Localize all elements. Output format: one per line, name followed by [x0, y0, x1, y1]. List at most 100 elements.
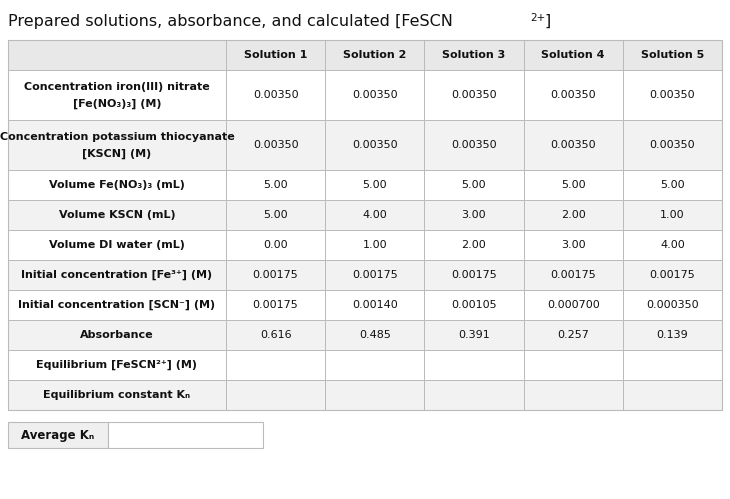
Text: Volume Fe(NO₃)₃ (mL): Volume Fe(NO₃)₃ (mL) [49, 180, 185, 190]
Bar [623, 290, 722, 320]
Bar [8, 170, 226, 200]
Text: 0.00350: 0.00350 [352, 140, 398, 150]
Bar [424, 70, 523, 120]
Text: 0.257: 0.257 [557, 330, 589, 340]
Bar [523, 320, 623, 350]
Bar [226, 230, 325, 260]
Bar [8, 320, 226, 350]
Text: 0.00350: 0.00350 [550, 90, 596, 100]
Bar [325, 380, 424, 410]
Text: Solution 2: Solution 2 [343, 50, 407, 60]
Bar [325, 350, 424, 380]
Text: 0.00350: 0.00350 [650, 140, 695, 150]
Bar [523, 120, 623, 170]
Text: Solution 3: Solution 3 [442, 50, 506, 60]
Text: 0.139: 0.139 [656, 330, 688, 340]
Bar [8, 40, 722, 410]
Text: Volume DI water (mL): Volume DI water (mL) [49, 240, 185, 250]
Text: 5.00: 5.00 [363, 180, 387, 190]
Bar [623, 350, 722, 380]
Text: 0.000700: 0.000700 [547, 300, 599, 310]
Bar [8, 290, 226, 320]
Bar [424, 380, 523, 410]
Bar [424, 40, 523, 70]
Text: 4.00: 4.00 [362, 210, 387, 220]
Text: 0.00105: 0.00105 [451, 300, 497, 310]
Text: 0.00175: 0.00175 [650, 270, 695, 280]
Bar [325, 70, 424, 120]
Text: 0.00175: 0.00175 [550, 270, 596, 280]
Bar [226, 320, 325, 350]
Bar [226, 290, 325, 320]
Bar [424, 320, 523, 350]
Text: 0.00175: 0.00175 [352, 270, 398, 280]
Bar [424, 170, 523, 200]
Text: 5.00: 5.00 [660, 180, 685, 190]
Text: 0.000350: 0.000350 [646, 300, 699, 310]
Bar [623, 380, 722, 410]
Bar [424, 200, 523, 230]
Bar [325, 120, 424, 170]
Bar [325, 260, 424, 290]
Text: 2.00: 2.00 [561, 210, 585, 220]
Bar [226, 200, 325, 230]
Text: 0.00175: 0.00175 [253, 300, 299, 310]
Bar [8, 260, 226, 290]
Text: Absorbance: Absorbance [80, 330, 154, 340]
Bar [523, 40, 623, 70]
Bar [623, 70, 722, 120]
Bar [226, 350, 325, 380]
Text: 2+: 2+ [530, 13, 545, 23]
Bar [523, 170, 623, 200]
Bar [424, 350, 523, 380]
Bar [325, 200, 424, 230]
Text: 0.00140: 0.00140 [352, 300, 398, 310]
Text: Volume KSCN (mL): Volume KSCN (mL) [58, 210, 175, 220]
Bar [424, 120, 523, 170]
Bar [325, 320, 424, 350]
Text: 0.485: 0.485 [359, 330, 391, 340]
Text: 0.00: 0.00 [264, 240, 288, 250]
Bar [623, 120, 722, 170]
Bar [523, 260, 623, 290]
Bar [623, 230, 722, 260]
Text: 5.00: 5.00 [561, 180, 585, 190]
Bar [8, 350, 226, 380]
Text: 0.00350: 0.00350 [550, 140, 596, 150]
Bar [226, 40, 325, 70]
Bar [108, 422, 263, 448]
Bar [523, 200, 623, 230]
Bar [623, 200, 722, 230]
Bar [424, 230, 523, 260]
Bar [226, 70, 325, 120]
Text: 0.00350: 0.00350 [451, 140, 497, 150]
Text: 4.00: 4.00 [660, 240, 685, 250]
Bar [8, 230, 226, 260]
Bar [325, 290, 424, 320]
Bar [325, 40, 424, 70]
Bar [226, 380, 325, 410]
Text: 0.616: 0.616 [260, 330, 291, 340]
Text: Initial concentration [SCN⁻] (Μ): Initial concentration [SCN⁻] (Μ) [18, 300, 215, 310]
Bar [325, 170, 424, 200]
Bar [523, 70, 623, 120]
Bar [623, 170, 722, 200]
Text: 0.00350: 0.00350 [451, 90, 497, 100]
Bar [523, 350, 623, 380]
Text: 0.00350: 0.00350 [352, 90, 398, 100]
Text: 5.00: 5.00 [264, 180, 288, 190]
Bar [8, 40, 226, 70]
Bar [8, 200, 226, 230]
Bar [424, 260, 523, 290]
Text: ]: ] [544, 14, 550, 29]
Text: 0.00175: 0.00175 [253, 270, 299, 280]
Text: 5.00: 5.00 [264, 210, 288, 220]
Text: 0.00350: 0.00350 [253, 140, 299, 150]
Bar [8, 380, 226, 410]
Text: [KSCN] (Μ): [KSCN] (Μ) [82, 148, 152, 159]
Bar [226, 260, 325, 290]
Text: Solution 5: Solution 5 [641, 50, 704, 60]
Bar [424, 290, 523, 320]
Bar [623, 320, 722, 350]
Text: Equilibrium [FeSCN²⁺] (Μ): Equilibrium [FeSCN²⁺] (Μ) [36, 360, 198, 370]
